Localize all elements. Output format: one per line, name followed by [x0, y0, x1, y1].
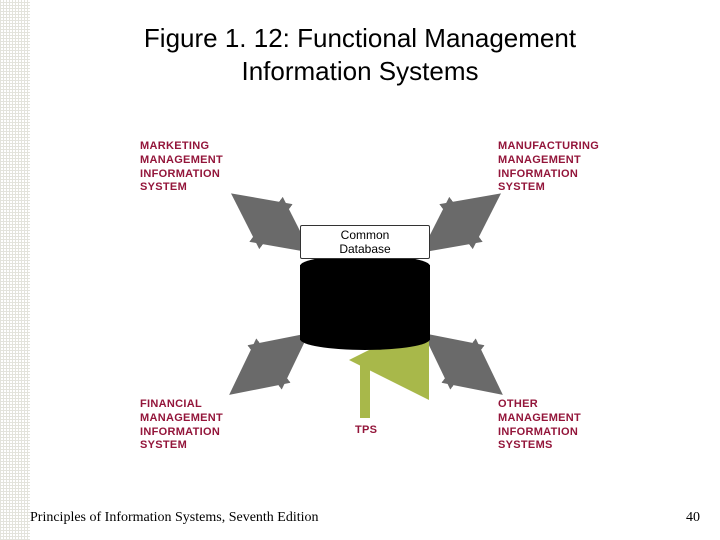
database-label-box: Common Database — [300, 225, 430, 259]
node-tps: TPS — [355, 424, 377, 438]
l2: MANAGEMENT — [498, 154, 581, 166]
node-manufacturing: MANUFACTURING MANAGEMENT INFORMATION SYS… — [498, 140, 599, 195]
database-cylinder — [300, 255, 430, 350]
l1: MARKETING — [140, 140, 209, 152]
l3: INFORMATION — [498, 426, 578, 438]
node-other: OTHER MANAGEMENT INFORMATION SYSTEMS — [498, 398, 581, 453]
l2: MANAGEMENT — [140, 412, 223, 424]
l1: MANUFACTURING — [498, 140, 599, 152]
l3: INFORMATION — [140, 426, 220, 438]
l2: MANAGEMENT — [140, 154, 223, 166]
l1: TPS — [355, 424, 377, 436]
l4: SYSTEM — [140, 439, 187, 451]
db-label-l2: Database — [339, 242, 390, 256]
db-label-l1: Common — [341, 228, 390, 242]
footer-left: Principles of Information Systems, Seven… — [30, 510, 319, 526]
footer-right: 40 — [686, 510, 700, 526]
l3: INFORMATION — [140, 168, 220, 180]
node-marketing: MARKETING MANAGEMENT INFORMATION SYSTEM — [140, 140, 223, 195]
l2: MANAGEMENT — [498, 412, 581, 424]
l3: INFORMATION — [498, 168, 578, 180]
l4: SYSTEMS — [498, 439, 553, 451]
l4: SYSTEM — [498, 181, 545, 193]
diagram-area: Common Database MARKETING MANAGEMENT INF… — [0, 0, 720, 540]
l1: OTHER — [498, 398, 538, 410]
l1: FINANCIAL — [140, 398, 202, 410]
l4: SYSTEM — [140, 181, 187, 193]
node-financial: FINANCIAL MANAGEMENT INFORMATION SYSTEM — [140, 398, 223, 453]
center-database: Common Database — [300, 225, 430, 350]
